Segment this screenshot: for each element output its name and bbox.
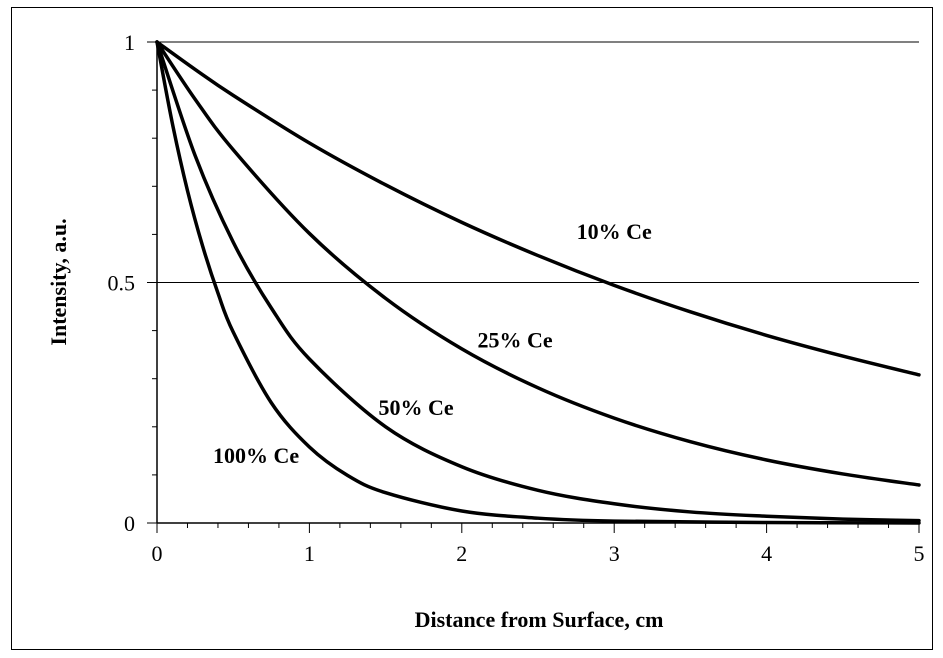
x-axis-title: Distance from Surface, cm (415, 607, 664, 632)
grid-lines (157, 41, 919, 283)
series-line-100-ce (155, 40, 921, 525)
y-axis-title: Intensity, a.u. (46, 218, 71, 345)
series-line-10-ce (155, 40, 921, 377)
series-line-25-ce (155, 40, 921, 487)
series-labels: 10% Ce 25% Ce 50% Ce 100% Ce (213, 219, 652, 468)
y-tick-label-1: 0.5 (108, 271, 136, 296)
series-label-50-ce: 50% Ce (379, 395, 454, 420)
series-lines (155, 40, 921, 525)
x-tick-label-3: 3 (609, 541, 620, 566)
chart-frame (11, 7, 933, 650)
tick-labels: 0 1 2 3 4 5 0 0.5 1 (108, 30, 925, 566)
y-tick-label-0: 0 (124, 511, 135, 536)
series-line-50-ce (155, 40, 921, 523)
x-tick-label-1: 1 (304, 541, 315, 566)
x-tick-label-0: 0 (152, 541, 163, 566)
x-tick-label-5: 5 (914, 541, 925, 566)
series-label-10-ce: 10% Ce (577, 219, 652, 244)
series-label-25-ce: 25% Ce (478, 327, 553, 352)
x-tick-label-4: 4 (761, 541, 772, 566)
x-tick-label-2: 2 (456, 541, 467, 566)
y-tick-label-2: 1 (124, 30, 135, 55)
series-label-100-ce: 100% Ce (213, 443, 299, 468)
